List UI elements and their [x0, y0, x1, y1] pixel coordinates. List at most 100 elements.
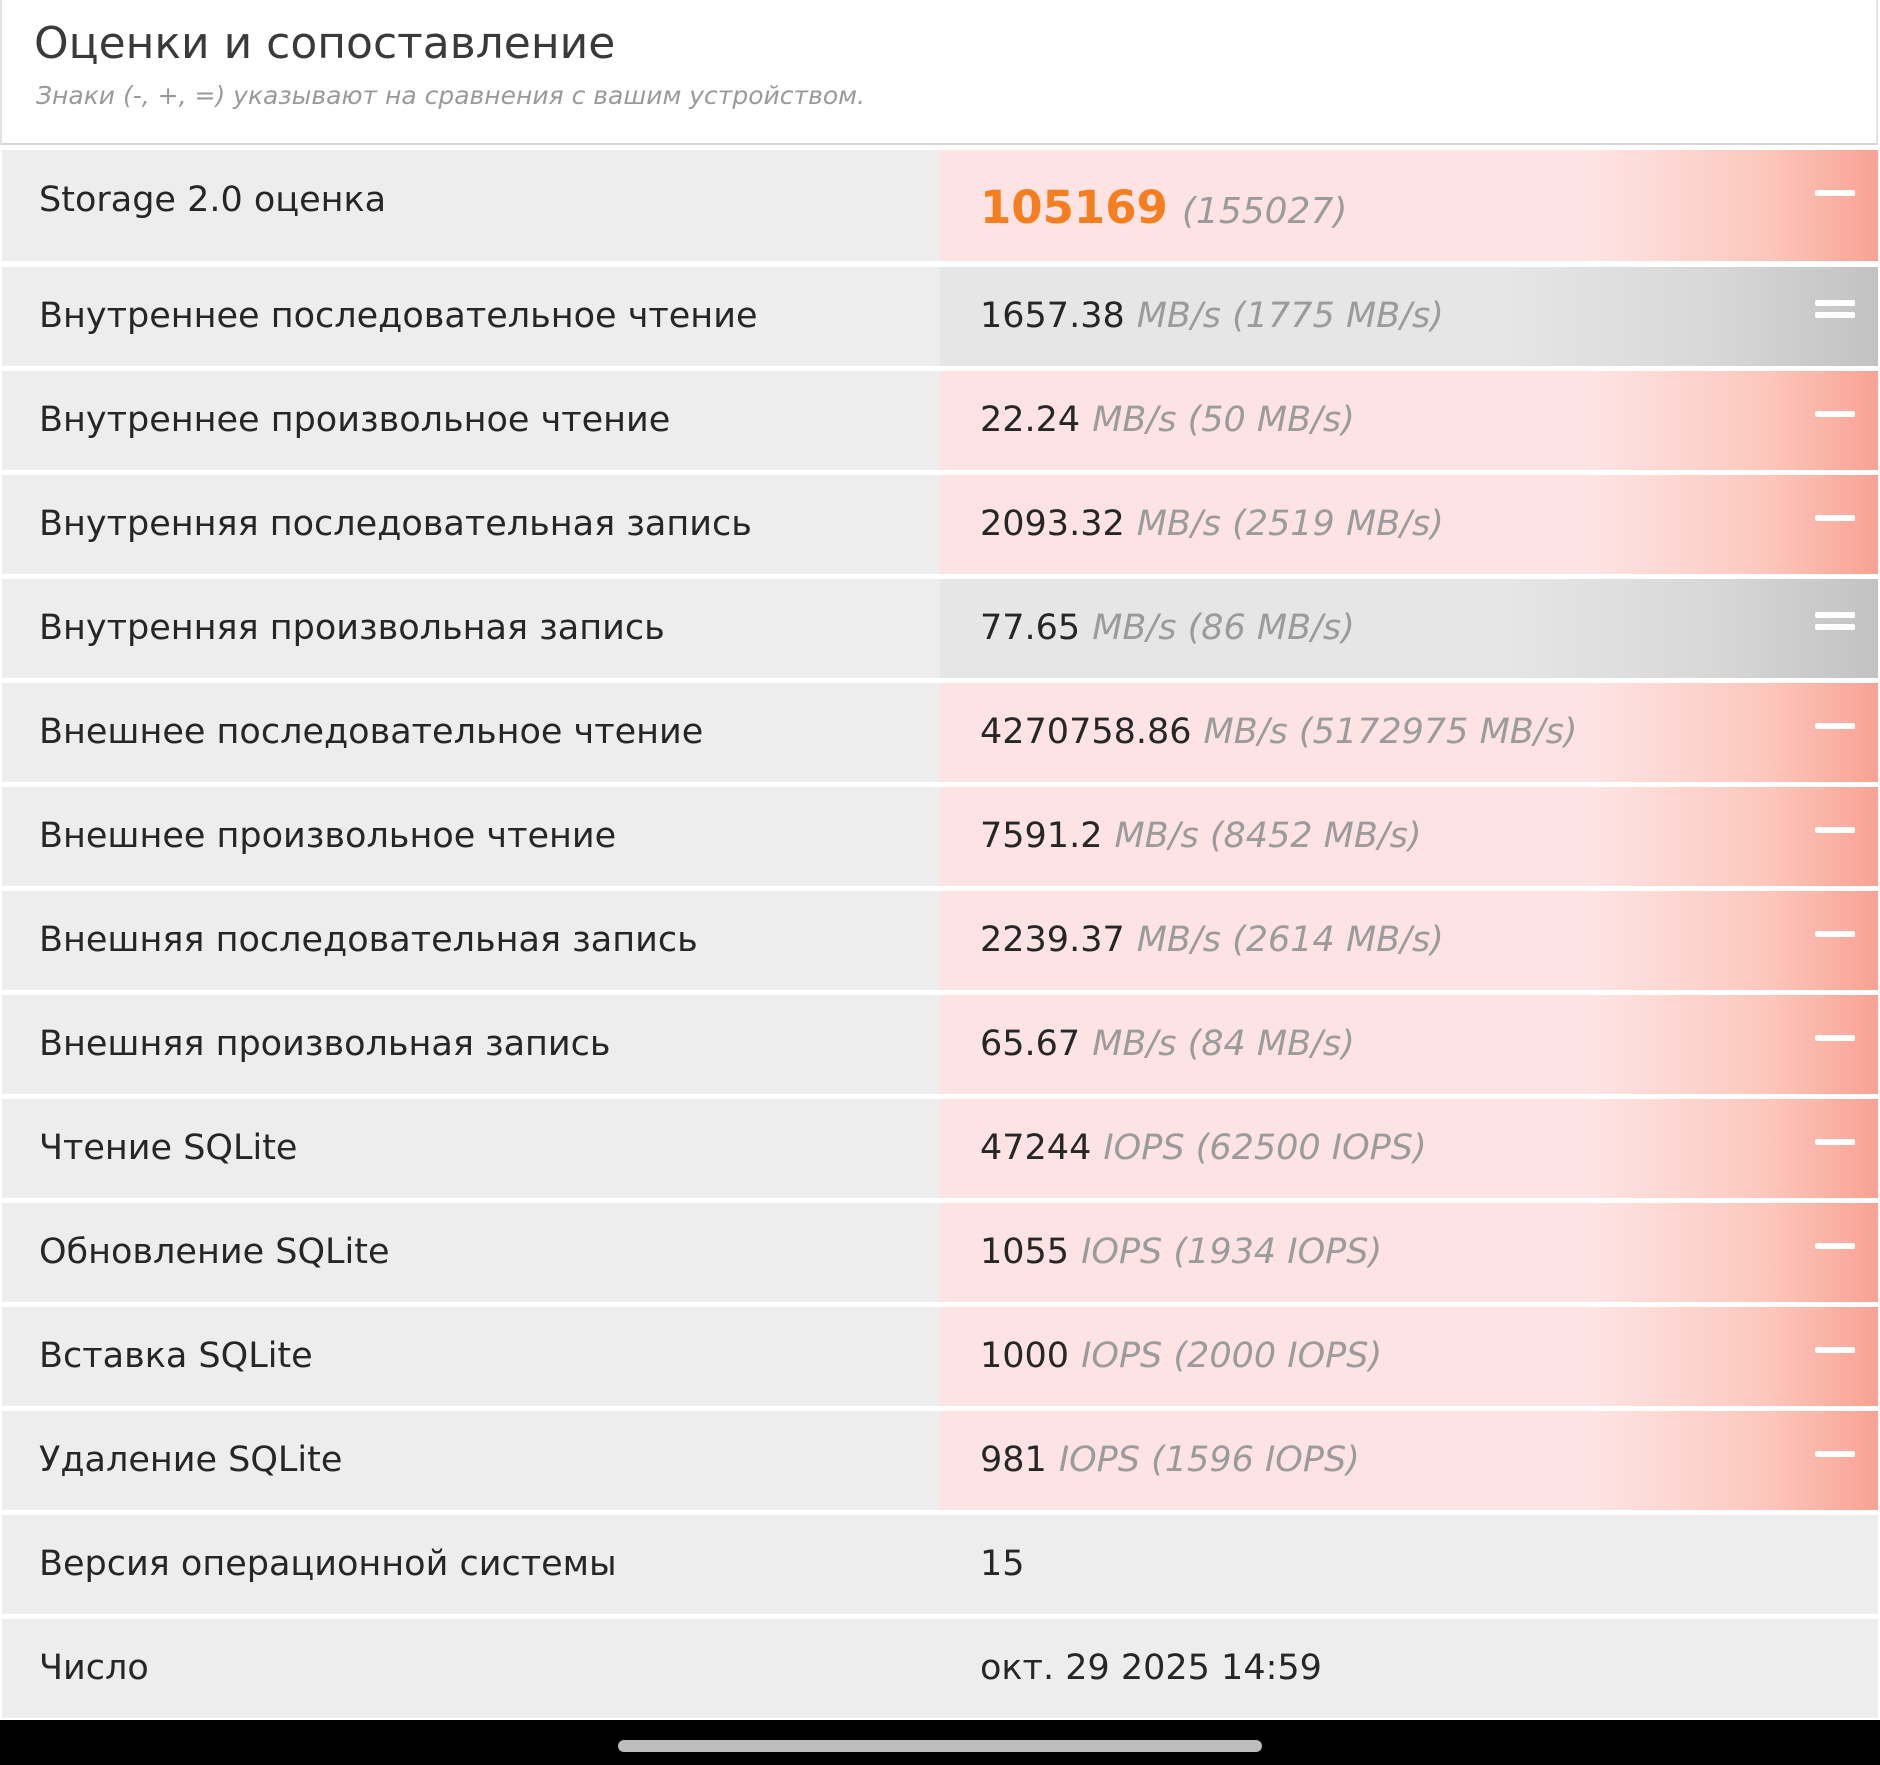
row-label: Внешнее произвольное чтение: [39, 816, 617, 856]
measured-value: 2239.37: [980, 920, 1125, 960]
table-row[interactable]: Внутреннее произвольное чтение 22.24 MB/s …: [2, 371, 1878, 470]
reference-value: IOPS (2000 IOPS): [1081, 1336, 1383, 1376]
measured-value: 1657.38: [980, 296, 1125, 336]
row-value-cell: 981 IOPS (1596 IOPS): [940, 1411, 1878, 1510]
minus-icon: [1815, 683, 1855, 782]
scores-table: Storage 2.0 оценка 105169 (155027) Внутренн…: [2, 150, 1878, 1723]
measured-value: 4270758.86: [980, 712, 1192, 752]
row-value: 2239.37 MB/s (2614 MB/s): [980, 891, 1444, 990]
row-value: 4270758.86 MB/s (5172975 MB/s): [980, 683, 1577, 782]
reference-value: IOPS (1934 IOPS): [1081, 1232, 1383, 1272]
row-value: 47244 IOPS (62500 IOPS): [980, 1099, 1427, 1198]
table-row[interactable]: Внешнее произвольное чтение 7591.2 MB/s (8…: [2, 787, 1878, 886]
row-value: 981 IOPS (1596 IOPS): [980, 1411, 1360, 1510]
section-title: Оценки и сопоставление: [34, 18, 616, 69]
reference-value: MB/s (86 MB/s): [1092, 608, 1355, 648]
section-header: Оценки и сопоставление Знаки (-, +, =) у…: [0, 0, 1878, 145]
measured-value: 2093.32: [980, 504, 1125, 544]
row-label: Вставка SQLite: [39, 1336, 313, 1376]
row-label: Внешняя последовательная запись: [39, 920, 698, 960]
table-row[interactable]: Storage 2.0 оценка 105169 (155027): [2, 150, 1878, 261]
measured-value: 77.65: [980, 608, 1081, 648]
minus-icon: [1815, 371, 1855, 470]
table-row[interactable]: Внешнее последовательное чтение 4270758.8…: [2, 683, 1878, 782]
navigation-bar: [0, 1720, 1880, 1765]
row-value: 2093.32 MB/s (2519 MB/s): [980, 475, 1444, 574]
reference-value: MB/s (50 MB/s): [1092, 400, 1355, 440]
measured-value: 47244: [980, 1128, 1092, 1168]
minus-icon: [1815, 995, 1855, 1094]
table-row[interactable]: Вставка SQLite 1000 IOPS (2000 IOPS): [2, 1307, 1878, 1406]
row-value: 1657.38 MB/s (1775 MB/s): [980, 267, 1444, 366]
row-value-cell: 1657.38 MB/s (1775 MB/s): [940, 267, 1878, 366]
table-row[interactable]: Внутренняя произвольная запись 77.65 MB/s …: [2, 579, 1878, 678]
measured-value: 15: [980, 1544, 1025, 1584]
reference-value: IOPS (1596 IOPS): [1058, 1440, 1360, 1480]
row-value: 7591.2 MB/s (8452 MB/s): [980, 787, 1422, 886]
table-row[interactable]: Число окт. 29 2025 14:59: [2, 1619, 1878, 1718]
row-value-cell: 22.24 MB/s (50 MB/s): [940, 371, 1878, 470]
table-row[interactable]: Внутренняя последовательная запись 2093.3…: [2, 475, 1878, 574]
row-value: 22.24 MB/s (50 MB/s): [980, 371, 1355, 470]
table-row[interactable]: Внешняя произвольная запись 65.67 MB/s (84…: [2, 995, 1878, 1094]
section-subtitle: Знаки (-, +, =) указывают на сравнения с…: [36, 81, 865, 110]
row-label: Внутренняя последовательная запись: [39, 504, 752, 544]
table-row[interactable]: Внутреннее последовательное чтение 1657.3…: [2, 267, 1878, 366]
row-label: Удаление SQLite: [39, 1440, 343, 1480]
row-label: Внутренняя произвольная запись: [39, 608, 665, 648]
measured-value: 22.24: [980, 400, 1081, 440]
row-label: Число: [39, 1648, 149, 1688]
row-value-cell: 105169 (155027): [940, 150, 1878, 261]
row-value: 15: [980, 1515, 1025, 1614]
reference-value: MB/s (2614 MB/s): [1136, 920, 1444, 960]
equals-icon: [1815, 579, 1855, 678]
row-value: 77.65 MB/s (86 MB/s): [980, 579, 1355, 678]
row-label: Внешняя произвольная запись: [39, 1024, 611, 1064]
table-row[interactable]: Обновление SQLite 1055 IOPS (1934 IOPS): [2, 1203, 1878, 1302]
table-row[interactable]: Чтение SQLite 47244 IOPS (62500 IOPS): [2, 1099, 1878, 1198]
row-value-cell: 15: [940, 1515, 1878, 1614]
reference-value: MB/s (5172975 MB/s): [1203, 712, 1578, 752]
row-value-cell: 77.65 MB/s (86 MB/s): [940, 579, 1878, 678]
storage-score: 105169: [980, 181, 1168, 234]
measured-value: 1000: [980, 1336, 1070, 1376]
row-value-cell: 1000 IOPS (2000 IOPS): [940, 1307, 1878, 1406]
minus-icon: [1815, 475, 1855, 574]
row-label: Внутреннее произвольное чтение: [39, 400, 671, 440]
row-value-cell: 2239.37 MB/s (2614 MB/s): [940, 891, 1878, 990]
row-value-cell: окт. 29 2025 14:59: [940, 1619, 1878, 1718]
minus-icon: [1815, 1307, 1855, 1406]
reference-value: MB/s (84 MB/s): [1092, 1024, 1355, 1064]
home-indicator[interactable]: [618, 1740, 1262, 1752]
measured-value: 1055: [980, 1232, 1070, 1272]
minus-icon: [1815, 1203, 1855, 1302]
row-value-cell: 1055 IOPS (1934 IOPS): [940, 1203, 1878, 1302]
row-label: Внешнее последовательное чтение: [39, 712, 704, 752]
row-label: Внутреннее последовательное чтение: [39, 296, 758, 336]
row-value: 65.67 MB/s (84 MB/s): [980, 995, 1355, 1094]
row-value-cell: 65.67 MB/s (84 MB/s): [940, 995, 1878, 1094]
table-row[interactable]: Внешняя последовательная запись 2239.37 MB…: [2, 891, 1878, 990]
reference-value: MB/s (1775 MB/s): [1136, 296, 1444, 336]
reference-value: MB/s (2519 MB/s): [1136, 504, 1444, 544]
row-value: 1055 IOPS (1934 IOPS): [980, 1203, 1382, 1302]
minus-icon: [1815, 1411, 1855, 1510]
row-value-cell: 2093.32 MB/s (2519 MB/s): [940, 475, 1878, 574]
row-value: 105169 (155027): [980, 158, 1347, 257]
reference-value: IOPS (62500 IOPS): [1103, 1128, 1427, 1168]
row-label: Чтение SQLite: [39, 1128, 298, 1168]
measured-value: 65.67: [980, 1024, 1081, 1064]
row-value-cell: 7591.2 MB/s (8452 MB/s): [940, 787, 1878, 886]
minus-icon: [1815, 891, 1855, 990]
measured-value: окт. 29 2025 14:59: [980, 1648, 1322, 1688]
table-row[interactable]: Версия операционной системы 15: [2, 1515, 1878, 1614]
reference-value: (155027): [1181, 191, 1348, 232]
table-row[interactable]: Удаление SQLite 981 IOPS (1596 IOPS): [2, 1411, 1878, 1510]
row-value-cell: 47244 IOPS (62500 IOPS): [940, 1099, 1878, 1198]
row-value: 1000 IOPS (2000 IOPS): [980, 1307, 1382, 1406]
reference-value: MB/s (8452 MB/s): [1114, 816, 1422, 856]
equals-icon: [1815, 267, 1855, 366]
minus-icon: [1815, 787, 1855, 886]
row-label: Обновление SQLite: [39, 1232, 390, 1272]
